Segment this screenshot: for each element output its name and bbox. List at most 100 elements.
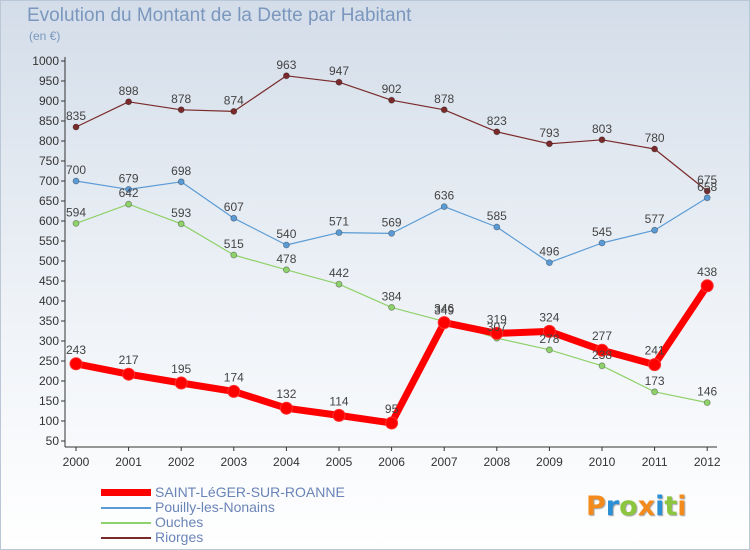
series-point-2: [703, 399, 711, 407]
y-tick-label: 100: [39, 414, 59, 428]
data-label-3: 780: [645, 131, 665, 145]
x-tick-label: 2005: [326, 455, 353, 469]
data-label-2: 594: [66, 205, 86, 219]
series-point-3: [440, 106, 448, 114]
data-label-2: 146: [697, 385, 717, 399]
series-point-0: [700, 279, 714, 293]
data-label-0: 241: [645, 344, 665, 358]
series-point-1: [388, 229, 396, 237]
series-point-3: [72, 123, 80, 131]
data-label-2: 442: [329, 266, 349, 280]
x-tick-label: 2011: [642, 455, 668, 469]
series-point-1: [440, 203, 448, 211]
series-point-1: [546, 259, 553, 267]
series-point-3: [335, 78, 343, 86]
series-point-0: [648, 358, 662, 372]
data-label-0: 114: [329, 394, 348, 408]
series-point-1: [72, 177, 80, 185]
data-label-3: 878: [171, 92, 191, 106]
data-labels: 835 898 878 874 963 947 902 878 823 793 803 780 675 5…: [66, 58, 718, 416]
x-tick-label: 2000: [63, 455, 90, 469]
legend-label: Pouilly-les-Nonains: [155, 499, 275, 515]
y-tick-label: 450: [39, 274, 59, 288]
data-label-0: 174: [224, 370, 244, 384]
x-tick-label: 2002: [168, 455, 195, 469]
data-label-0: 243: [66, 343, 86, 357]
series-point-0: [437, 316, 451, 330]
axes: 50 100 150 200 250 300 350 400 450 500 550 600 650 70…: [32, 54, 721, 469]
x-tick-label: 2010: [589, 455, 616, 469]
data-label-1: 545: [592, 225, 612, 239]
x-tick-label: 2012: [694, 455, 721, 469]
logo-letter: o: [619, 491, 638, 522]
data-label-0: 277: [592, 329, 612, 343]
y-tick-label: 700: [39, 174, 59, 188]
data-label-1: 496: [539, 245, 559, 259]
logo-letter: i: [677, 491, 687, 522]
series-point-0: [174, 376, 188, 390]
legend-label: SAINT-LéGER-SUR-ROANNE: [155, 484, 345, 500]
data-label-3: 898: [119, 84, 139, 98]
data-label-1: 607: [224, 200, 244, 214]
series-point-2: [72, 219, 80, 227]
data-label-0: 95: [385, 402, 399, 416]
y-tick-label: 200: [39, 374, 59, 388]
y-tick-label: 600: [39, 214, 59, 228]
x-tick-label: 2007: [431, 455, 458, 469]
y-tick-label: 950: [39, 74, 59, 88]
data-label-2: 173: [645, 374, 665, 388]
y-tick-label: 850: [39, 114, 59, 128]
data-label-0: 346: [434, 302, 454, 316]
x-tick-label: 2004: [273, 455, 300, 469]
series-point-2: [282, 266, 290, 274]
data-label-3: 835: [66, 109, 86, 123]
data-label-2: 238: [592, 348, 612, 362]
series-point-3: [651, 145, 658, 153]
y-tick-label: 550: [39, 234, 59, 248]
series-point-3: [493, 128, 501, 136]
data-label-1: 569: [382, 215, 402, 229]
data-label-0: 132: [276, 387, 296, 401]
data-label-2: 515: [224, 237, 244, 251]
series-point-1: [282, 241, 290, 249]
data-label-0: 319: [487, 312, 507, 326]
legend-swatch: [101, 522, 151, 524]
y-tick-label: 500: [39, 254, 59, 268]
series-point-0: [279, 401, 293, 415]
logo-letter: x: [637, 491, 656, 522]
y-tick-label: 150: [39, 394, 59, 408]
y-tick-label: 250: [39, 354, 59, 368]
y-tick-label: 350: [39, 314, 59, 328]
data-label-1: 698: [171, 164, 191, 178]
y-tick-label: 900: [39, 94, 59, 108]
data-label-0: 217: [119, 353, 139, 367]
series-point-3: [388, 96, 396, 104]
series-point-1: [230, 214, 238, 222]
x-tick-label: 2006: [378, 455, 405, 469]
data-label-2: 593: [171, 206, 191, 220]
series-point-1: [125, 185, 132, 193]
data-label-0: 324: [539, 310, 559, 324]
y-tick-label: 1000: [32, 54, 59, 68]
x-tick-label: 2009: [536, 455, 563, 469]
data-label-1: 679: [119, 171, 139, 185]
logo-letter: r: [605, 491, 620, 522]
chart-title: Evolution du Montant de la Dette par Hab…: [27, 5, 412, 26]
series-point-2: [651, 388, 658, 396]
x-tick-label: 2008: [483, 455, 510, 469]
series-point-2: [388, 303, 396, 311]
legend-swatch: [101, 507, 151, 509]
series-point-0: [227, 384, 241, 398]
series-point-1: [651, 226, 658, 234]
series-point-2: [177, 220, 185, 228]
data-label-2: 478: [276, 252, 296, 266]
series-layer: [69, 72, 714, 430]
proxiti-logo: Proxiti: [586, 491, 687, 522]
legend-label: Ouches: [155, 514, 204, 530]
logo-letter: i: [655, 491, 665, 522]
y-tick-label: 300: [39, 334, 59, 348]
data-label-1: 540: [276, 227, 296, 241]
data-label-3: 793: [539, 126, 559, 140]
